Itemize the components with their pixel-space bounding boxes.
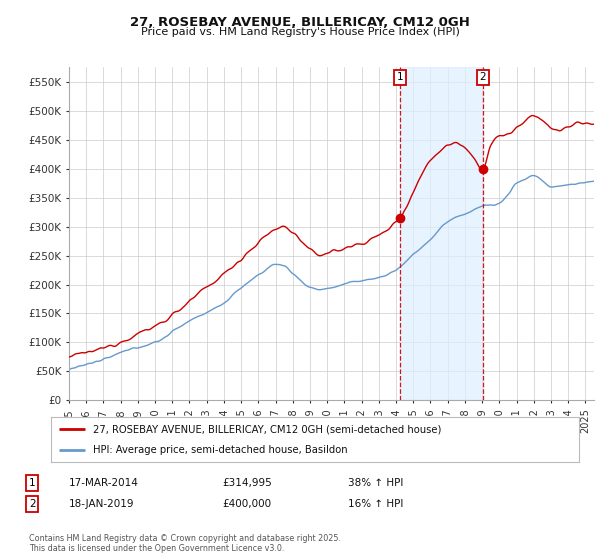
Text: 2: 2 [29,499,35,509]
Text: £314,995: £314,995 [222,478,272,488]
Text: 38% ↑ HPI: 38% ↑ HPI [348,478,403,488]
Text: Contains HM Land Registry data © Crown copyright and database right 2025.
This d: Contains HM Land Registry data © Crown c… [29,534,341,553]
Text: £400,000: £400,000 [222,499,271,509]
Text: 16% ↑ HPI: 16% ↑ HPI [348,499,403,509]
Text: 2: 2 [479,72,486,82]
Text: 27, ROSEBAY AVENUE, BILLERICAY, CM12 0GH: 27, ROSEBAY AVENUE, BILLERICAY, CM12 0GH [130,16,470,29]
Text: 1: 1 [397,72,403,82]
Text: 17-MAR-2014: 17-MAR-2014 [69,478,139,488]
Text: Price paid vs. HM Land Registry's House Price Index (HPI): Price paid vs. HM Land Registry's House … [140,27,460,37]
Text: 18-JAN-2019: 18-JAN-2019 [69,499,134,509]
Text: HPI: Average price, semi-detached house, Basildon: HPI: Average price, semi-detached house,… [93,445,348,455]
Text: 27, ROSEBAY AVENUE, BILLERICAY, CM12 0GH (semi-detached house): 27, ROSEBAY AVENUE, BILLERICAY, CM12 0GH… [93,424,442,435]
Bar [400,67,483,400]
Text: 1: 1 [29,478,35,488]
